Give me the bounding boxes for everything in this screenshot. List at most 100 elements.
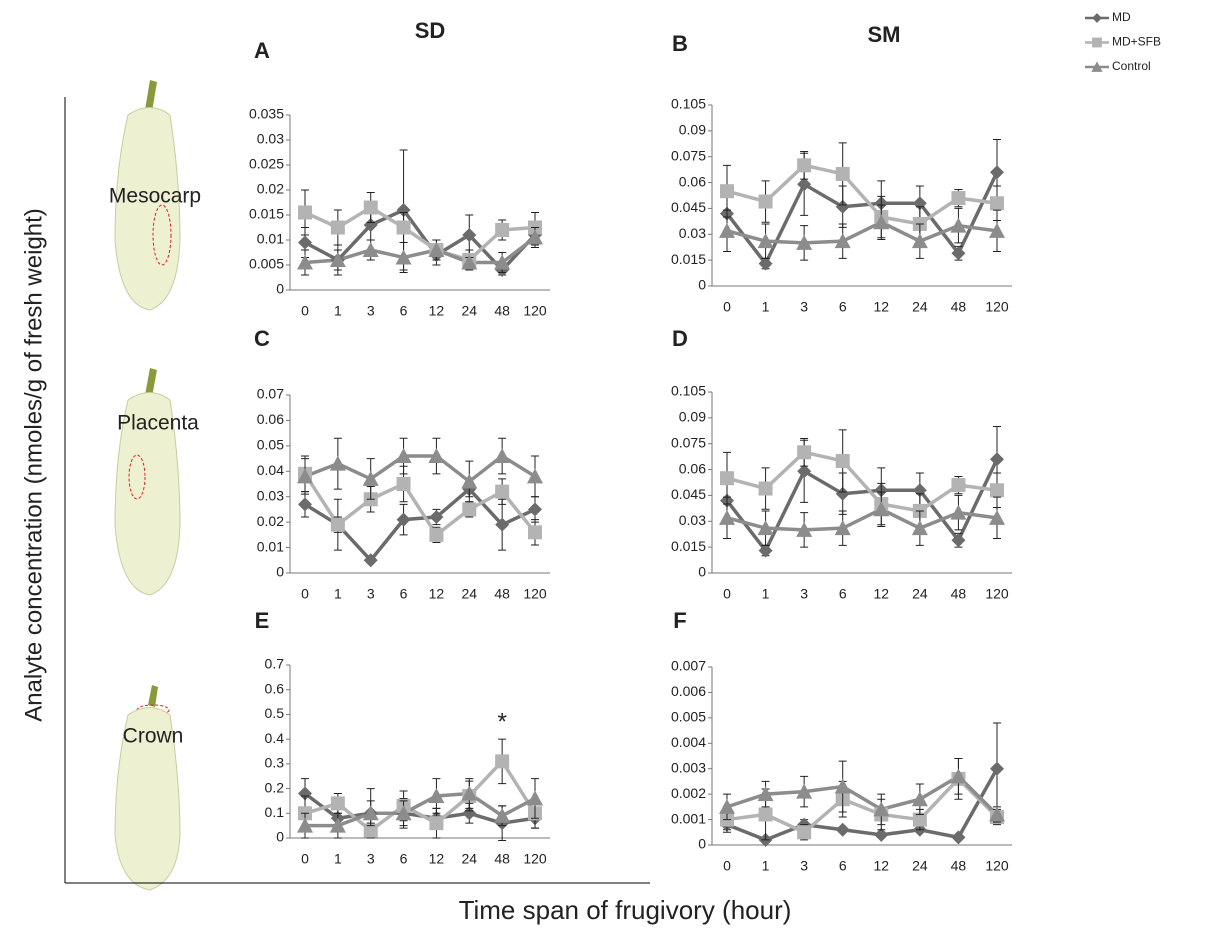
x-tick-label: 24 bbox=[912, 586, 928, 602]
marker bbox=[951, 191, 966, 206]
panel-letter: B bbox=[672, 31, 688, 56]
y-tick-label: 0 bbox=[276, 281, 284, 297]
annotation: * bbox=[497, 708, 506, 735]
marker bbox=[495, 517, 510, 532]
marker bbox=[396, 477, 411, 491]
marker bbox=[950, 217, 967, 233]
marker bbox=[362, 470, 379, 486]
marker bbox=[951, 478, 966, 493]
series-line bbox=[305, 791, 536, 828]
fruit-placenta bbox=[114, 368, 181, 596]
x-tick-label: 0 bbox=[301, 851, 309, 867]
marker bbox=[396, 220, 411, 235]
y-tick-label: 0.075 bbox=[671, 147, 706, 163]
x-tick-label: 24 bbox=[461, 303, 477, 319]
marker bbox=[834, 233, 851, 249]
marker bbox=[329, 455, 346, 471]
marker bbox=[835, 486, 850, 501]
y-tick-label: 0.06 bbox=[257, 411, 284, 427]
marker bbox=[757, 520, 774, 536]
marker bbox=[990, 483, 1004, 498]
marker bbox=[757, 786, 774, 802]
marker bbox=[990, 761, 1004, 776]
legend-label: Control bbox=[1112, 59, 1151, 73]
marker bbox=[429, 816, 444, 831]
x-tick-label: 48 bbox=[951, 586, 967, 602]
series-line bbox=[726, 220, 998, 245]
series-line bbox=[726, 767, 999, 842]
y-tick-label: 0.003 bbox=[671, 759, 706, 775]
marker bbox=[720, 471, 734, 486]
marker bbox=[797, 158, 812, 173]
y-tick-label: 0.04 bbox=[257, 462, 284, 478]
row-label: Placenta bbox=[117, 412, 199, 435]
marker bbox=[990, 452, 1004, 467]
marker bbox=[494, 448, 511, 464]
marker bbox=[363, 218, 378, 232]
y-tick-label: 0.005 bbox=[671, 709, 706, 725]
marker bbox=[298, 497, 312, 512]
marker bbox=[428, 242, 445, 257]
marker bbox=[330, 517, 345, 532]
y-tick-label: 0.015 bbox=[671, 538, 706, 554]
marker bbox=[720, 184, 734, 199]
x-tick-label: 6 bbox=[839, 858, 847, 874]
x-tick-label: 12 bbox=[429, 303, 445, 319]
marker bbox=[362, 805, 379, 821]
marker bbox=[758, 807, 773, 822]
y-tick-label: 0 bbox=[276, 829, 284, 845]
x-tick-label: 120 bbox=[523, 586, 547, 602]
marker bbox=[989, 222, 1005, 238]
legend-marker bbox=[1092, 37, 1102, 48]
marker bbox=[797, 445, 812, 460]
y-tick-label: 0.02 bbox=[257, 181, 284, 197]
x-tick-label: 6 bbox=[839, 299, 847, 315]
y-tick-label: 0.025 bbox=[249, 156, 284, 172]
marker bbox=[951, 533, 966, 548]
marker bbox=[989, 509, 1005, 525]
y-tick-label: 0.01 bbox=[257, 231, 284, 247]
marker bbox=[395, 249, 412, 265]
marker bbox=[428, 787, 445, 803]
marker bbox=[429, 510, 444, 525]
y-tick-label: 0.045 bbox=[671, 486, 706, 502]
x-tick-label: 120 bbox=[985, 586, 1009, 602]
x-tick-label: 0 bbox=[723, 586, 731, 602]
marker bbox=[911, 520, 928, 536]
x-tick-label: 24 bbox=[912, 299, 928, 315]
y-tick-label: 0.005 bbox=[249, 256, 284, 272]
x-tick-label: 1 bbox=[334, 586, 342, 602]
marker bbox=[495, 754, 510, 769]
x-tick-label: 120 bbox=[985, 299, 1009, 315]
y-tick-label: 0.015 bbox=[671, 251, 706, 267]
y-tick-label: 0.105 bbox=[671, 96, 706, 112]
panel-letter: C bbox=[254, 326, 270, 351]
marker bbox=[329, 817, 346, 833]
y-tick-label: 0.7 bbox=[265, 656, 285, 672]
marker bbox=[527, 790, 543, 806]
y-tick-label: 0.2 bbox=[265, 779, 285, 795]
x-tick-label: 6 bbox=[400, 586, 408, 602]
series-line bbox=[304, 236, 537, 265]
fruit-crown bbox=[114, 685, 181, 891]
x-tick-label: 3 bbox=[800, 299, 808, 315]
x-tick-label: 6 bbox=[400, 303, 408, 319]
marker bbox=[330, 220, 345, 235]
marker bbox=[298, 786, 312, 801]
marker bbox=[362, 242, 379, 257]
panel-letter: A bbox=[254, 38, 270, 63]
y-tick-label: 0.09 bbox=[679, 122, 706, 138]
x-tick-label: 3 bbox=[800, 586, 808, 602]
marker bbox=[719, 798, 735, 814]
marker bbox=[298, 235, 312, 250]
marker bbox=[719, 509, 735, 525]
y-tick-label: 0.03 bbox=[257, 487, 284, 503]
series-line bbox=[725, 171, 999, 267]
x-tick-label: 48 bbox=[951, 858, 967, 874]
y-tick-label: 0.3 bbox=[265, 755, 285, 771]
marker bbox=[758, 256, 773, 271]
x-tick-label: 6 bbox=[839, 586, 847, 602]
x-tick-label: 12 bbox=[429, 851, 445, 867]
marker bbox=[494, 807, 511, 823]
